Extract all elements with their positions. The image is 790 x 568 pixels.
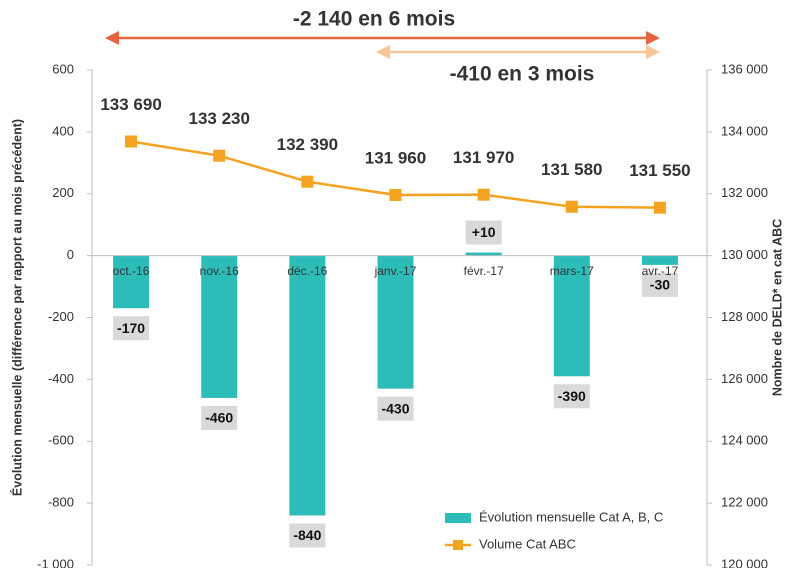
marker	[301, 175, 314, 188]
data-label: -840	[293, 527, 321, 543]
data-label: +10	[472, 224, 496, 240]
x-tick-label: mars-17	[550, 264, 594, 278]
data-label-box	[553, 384, 590, 409]
data-label-box	[641, 272, 678, 297]
y-tick-label: -600	[48, 433, 74, 448]
data-label: 132 390	[277, 135, 338, 154]
y-axis-label: Évolution mensuelle (différence par rapp…	[9, 119, 24, 496]
y-tick-label: -800	[48, 495, 74, 510]
marker	[389, 188, 402, 201]
x-tick-label: nov.-16	[200, 264, 239, 278]
data-label: 133 230	[188, 109, 249, 128]
y2-tick-label: 128 000	[721, 309, 768, 324]
bar	[465, 252, 502, 256]
data-label-box	[113, 316, 150, 341]
data-label: 131 580	[541, 160, 602, 179]
y2-tick-label: 126 000	[721, 371, 768, 386]
legend-label: Volume Cat ABC	[479, 536, 576, 551]
data-label: -30	[650, 277, 670, 293]
annotation: -410 en 3 mois	[450, 63, 595, 86]
arrow-head	[646, 31, 660, 45]
x-tick-label: oct.-16	[113, 264, 150, 278]
arrow-head	[105, 31, 119, 45]
data-label: -170	[117, 320, 145, 336]
data-label: 131 960	[365, 148, 426, 167]
y2-tick-label: 120 000	[721, 556, 768, 568]
x-tick-label: déc.-16	[287, 264, 327, 278]
x-tick-label: févr.-17	[464, 264, 504, 278]
y2-tick-label: 124 000	[721, 433, 768, 448]
marker	[125, 135, 138, 148]
arrow-head	[646, 45, 660, 59]
y-tick-label: 200	[52, 185, 74, 200]
y2-tick-label: 122 000	[721, 495, 768, 510]
y2-tick-label: 136 000	[721, 61, 768, 76]
data-label-box	[465, 220, 502, 245]
annotation: -2 140 en 6 mois	[293, 8, 455, 31]
data-label: 133 690	[100, 95, 161, 114]
data-label-box	[377, 396, 414, 421]
y-tick-label: 0	[67, 247, 74, 262]
y-tick-label: -200	[48, 309, 74, 324]
bar	[113, 255, 150, 309]
y2-tick-label: 132 000	[721, 185, 768, 200]
bar	[377, 255, 414, 389]
x-tick-label: janv.-17	[374, 264, 417, 278]
data-label: 131 550	[629, 161, 690, 180]
y-tick-label: 600	[52, 61, 74, 76]
data-label: -460	[205, 410, 233, 426]
marker	[213, 149, 226, 162]
y2-tick-label: 130 000	[721, 247, 768, 262]
y2-axis-label: Nombre de DELD* en cat ABC	[770, 219, 784, 396]
legend-label: Évolution mensuelle Cat A, B, C	[479, 509, 663, 524]
data-label-box	[201, 405, 238, 430]
y-tick-label: 400	[52, 123, 74, 138]
data-label: 131 970	[453, 148, 514, 167]
legend-swatch	[445, 513, 471, 523]
y2-tick-label: 134 000	[721, 123, 768, 138]
bar	[641, 255, 678, 265]
arrow-head	[376, 45, 390, 59]
data-label: -430	[381, 400, 409, 416]
marker	[565, 200, 578, 213]
marker	[653, 201, 666, 214]
bar	[201, 255, 238, 398]
data-label: -390	[558, 388, 586, 404]
bar	[553, 255, 590, 377]
legend-swatch	[453, 540, 463, 550]
y-tick-label: -400	[48, 371, 74, 386]
y-tick-label: -1 000	[37, 556, 74, 568]
marker	[477, 188, 490, 201]
x-tick-label: avr.-17	[642, 264, 679, 278]
bar	[289, 255, 326, 516]
data-label-box	[289, 523, 326, 548]
